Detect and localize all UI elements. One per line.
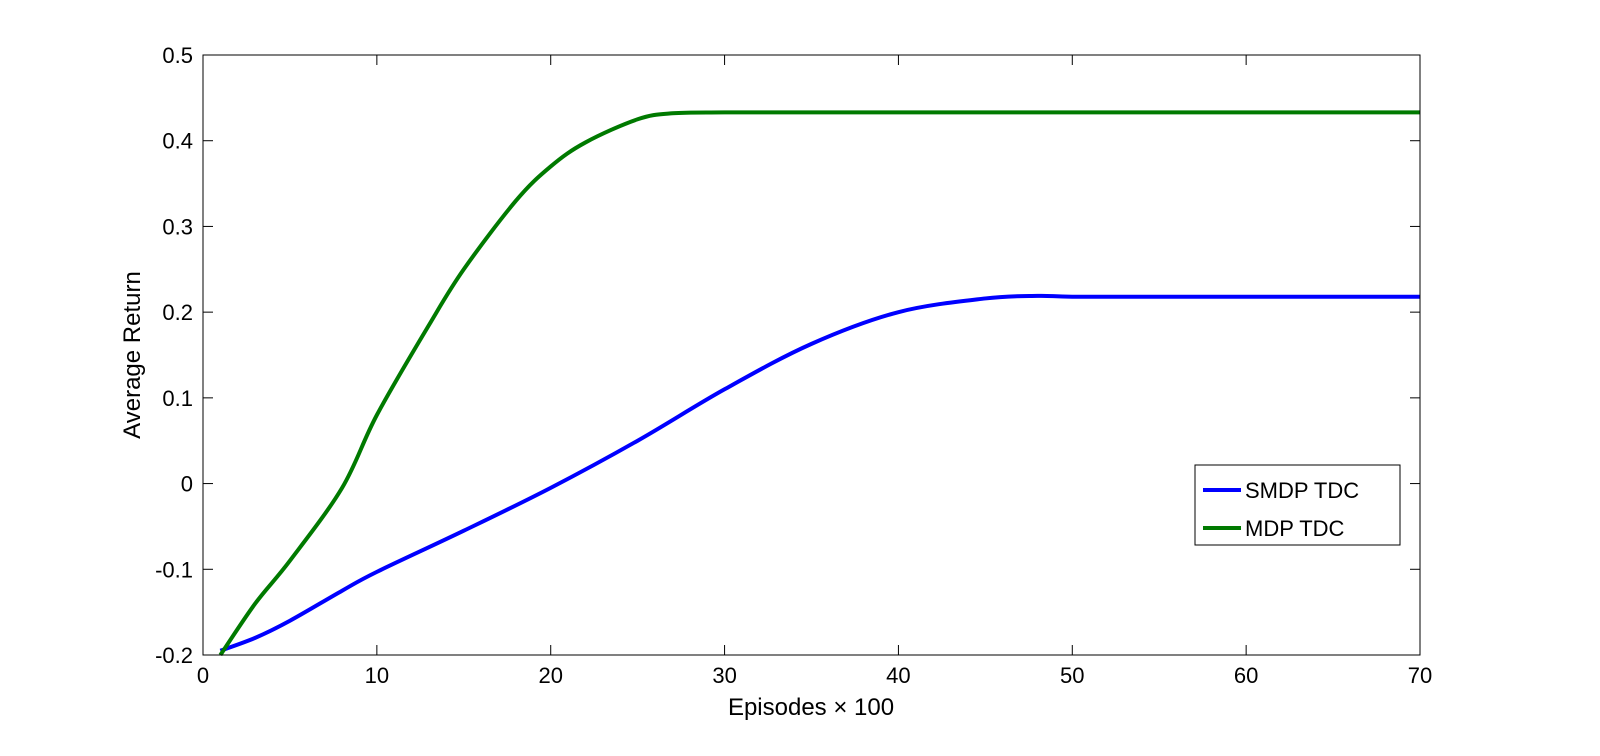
legend-label: SMDP TDC (1245, 478, 1359, 503)
y-tick-label: 0.5 (162, 43, 193, 68)
y-tick-label: 0.2 (162, 300, 193, 325)
tick-layer: 0 10 20 30 40 50 60 70 -0.2 -0.1 0 0.1 0.2 0.3 0.4 0.5 (155, 43, 1432, 688)
axes-box (202, 54, 1421, 656)
legend: SMDP TDC MDP TDC (1194, 464, 1401, 546)
x-tick-label: 10 (365, 663, 389, 688)
plot-area (203, 55, 1420, 655)
y-tick-label: 0.3 (162, 214, 193, 239)
x-tick-label: 70 (1408, 663, 1432, 688)
x-tick-label: 50 (1060, 663, 1084, 688)
y-tick-label: 0 (181, 472, 193, 497)
x-tick-label: 60 (1234, 663, 1258, 688)
series-line-smdp-tdc (219, 293, 1420, 653)
y-tick-label: 0.1 (162, 386, 193, 411)
x-tick-label: 30 (712, 663, 736, 688)
x-axis-label: Episodes × 100 (728, 694, 894, 721)
x-tick-label: 40 (886, 663, 910, 688)
series-layer (218, 110, 1420, 657)
legend-box (1194, 464, 1401, 546)
x-tick-label: 20 (538, 663, 562, 688)
legend-label: MDP TDC (1245, 516, 1345, 541)
y-tick-label: 0.4 (162, 129, 193, 154)
series-line-mdp-tdc (218, 110, 1420, 657)
x-tick-label: 0 (197, 663, 209, 688)
y-axis-label: Average Return (119, 271, 146, 439)
y-tick-label: -0.2 (155, 643, 193, 668)
y-tick-label: -0.1 (155, 557, 193, 582)
